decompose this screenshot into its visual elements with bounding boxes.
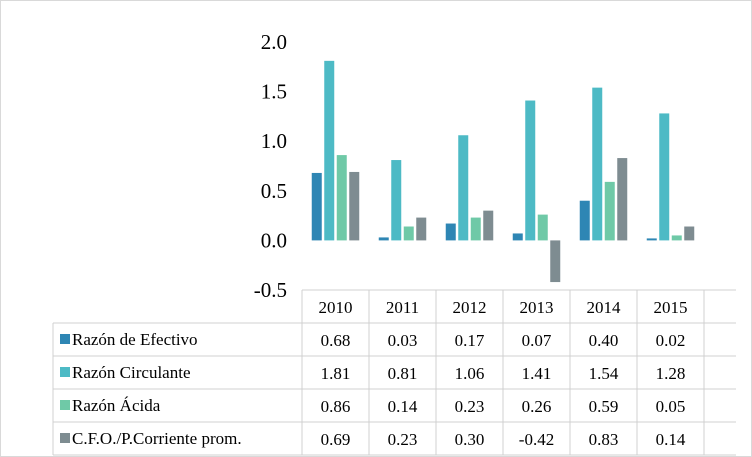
data-label: 0.05 — [656, 397, 686, 416]
bar — [512, 233, 523, 241]
bar — [336, 155, 347, 241]
y-tick-label: -0.5 — [254, 278, 287, 302]
legend-swatch — [60, 400, 70, 410]
data-label: 0.68 — [321, 331, 351, 350]
bar — [470, 217, 481, 241]
category-label: 2011 — [386, 298, 419, 317]
bar — [659, 113, 670, 241]
category-label: 2013 — [520, 298, 554, 317]
legend-label: Razón Circulante — [72, 363, 191, 382]
data-label: 1.06 — [455, 364, 485, 383]
bar — [592, 87, 603, 241]
bar — [604, 181, 615, 241]
bar — [525, 100, 536, 241]
legend-swatch — [60, 334, 70, 344]
data-label: 0.69 — [321, 430, 351, 449]
category-label: 2014 — [587, 298, 622, 317]
bar — [324, 60, 335, 241]
data-label: 0.81 — [388, 364, 418, 383]
bar — [378, 237, 389, 241]
data-label: 0.86 — [321, 397, 351, 416]
data-label: 1.54 — [589, 364, 619, 383]
data-label: 0.03 — [388, 331, 418, 350]
bar — [684, 226, 695, 241]
bar — [579, 200, 590, 241]
data-label: 0.40 — [589, 331, 619, 350]
category-label: 2010 — [319, 298, 353, 317]
legend-label: Razón de Efectivo — [72, 330, 198, 349]
data-label: 1.41 — [522, 364, 552, 383]
category-label: 2012 — [453, 298, 487, 317]
data-label: 0.59 — [589, 397, 619, 416]
legend-label: Razón Ácida — [72, 396, 161, 415]
data-label: 1.28 — [656, 364, 686, 383]
data-label: 0.07 — [522, 331, 552, 350]
bar — [349, 171, 360, 241]
legend-swatch — [60, 367, 70, 377]
y-tick-label: 1.5 — [261, 80, 287, 104]
legend-label: C.F.O./P.Corriente prom. — [72, 429, 242, 448]
y-tick-label: 2.0 — [261, 30, 287, 54]
bar — [617, 158, 628, 241]
data-label: 0.23 — [388, 430, 418, 449]
y-tick-label: 1.0 — [261, 129, 287, 153]
bar — [483, 210, 494, 241]
data-label: 0.17 — [455, 331, 485, 350]
data-label: 0.26 — [522, 397, 552, 416]
data-label: -0.42 — [519, 430, 554, 449]
bar — [391, 160, 402, 241]
data-label: 0.23 — [455, 397, 485, 416]
y-tick-label: 0.0 — [261, 228, 287, 252]
y-tick-label: 0.5 — [261, 179, 287, 203]
bar — [311, 172, 322, 241]
data-label: 1.81 — [321, 364, 351, 383]
bar — [416, 217, 427, 241]
bar — [550, 240, 561, 283]
bar — [537, 214, 548, 241]
data-label: 0.14 — [388, 397, 418, 416]
bar — [458, 135, 469, 241]
bar — [671, 235, 682, 241]
category-label: 2015 — [654, 298, 688, 317]
bar — [445, 223, 456, 241]
data-label: 0.02 — [656, 331, 686, 350]
bar — [403, 226, 414, 241]
data-label: 0.30 — [455, 430, 485, 449]
data-label: 0.83 — [589, 430, 619, 449]
data-label: 0.14 — [656, 430, 686, 449]
bar — [646, 238, 657, 241]
legend-swatch — [60, 433, 70, 443]
